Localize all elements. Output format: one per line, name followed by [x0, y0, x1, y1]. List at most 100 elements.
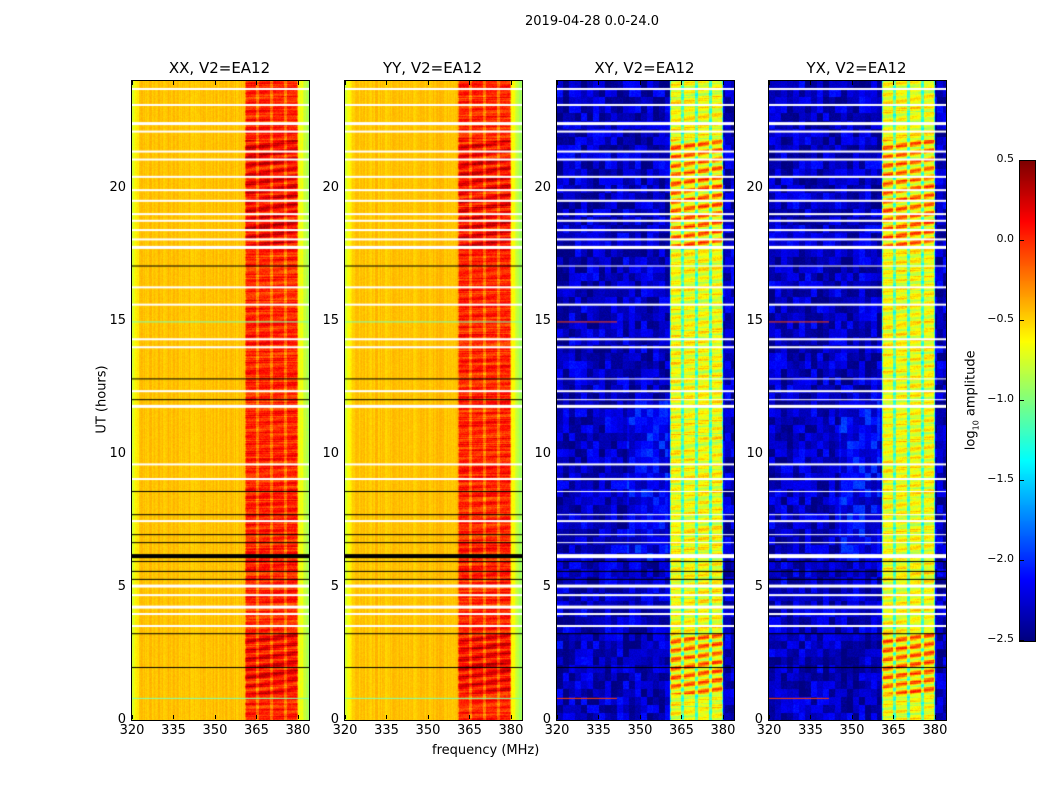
colorbar-tick-mark [1020, 320, 1024, 321]
y-tick-label: 0 [542, 712, 551, 727]
x-tick-mark [851, 715, 853, 719]
y-tick-label: 0 [754, 712, 763, 727]
x-tick-mark [934, 715, 936, 719]
x-tick-mark [934, 81, 936, 85]
x-tick-mark [386, 81, 388, 85]
x-tick-mark [851, 81, 853, 85]
x-tick-mark [214, 715, 216, 719]
y-tick-label: 20 [322, 179, 339, 195]
x-tick-mark [132, 715, 133, 719]
y-tick-label: 15 [322, 312, 339, 328]
y-tick-label: 0 [330, 712, 339, 727]
x-tick-label: 335 [374, 723, 399, 738]
x-tick-label: 350 [415, 723, 441, 738]
heatmap-1 [345, 81, 522, 720]
x-tick-mark [510, 715, 512, 719]
panel-title: YY, V2=EA12 [382, 59, 483, 77]
x-tick-mark [427, 81, 429, 85]
x-tick-label: 320 [119, 723, 145, 738]
colorbar-label-base: log [963, 430, 979, 451]
colorbar-tick-label: 0.5 [996, 152, 1015, 165]
x-tick-label: 380 [710, 723, 736, 738]
y-tick-label: 15 [746, 312, 763, 328]
x-tick-mark [173, 81, 175, 85]
y-tick-label: 10 [746, 445, 763, 461]
panel-title: YX, V2=EA12 [806, 59, 907, 77]
heatmap-0 [132, 81, 309, 720]
x-tick-mark [256, 81, 258, 85]
colorbar-tick-label: −1.5 [987, 472, 1014, 485]
y-tick-label: 15 [534, 312, 551, 328]
x-tick-mark [469, 81, 471, 85]
y-tick-label: 10 [322, 445, 339, 461]
colorbar-tick-mark [1020, 400, 1024, 401]
x-tick-mark [297, 715, 299, 719]
panel-title: XX, V2=EA12 [168, 59, 271, 77]
x-tick-mark [132, 81, 133, 85]
x-tick-mark [557, 81, 558, 85]
x-tick-label: 365 [244, 723, 269, 738]
x-tick-label: 335 [586, 723, 611, 738]
x-tick-mark [557, 715, 558, 719]
colorbar-label-rest: amplitude [963, 350, 979, 421]
x-tick-mark [469, 715, 471, 719]
x-tick-mark [345, 715, 346, 719]
panel-1 [344, 80, 523, 721]
panel-title: XY, V2=EA12 [594, 59, 695, 77]
x-tick-mark [893, 81, 895, 85]
heatmap-3 [769, 81, 946, 720]
y-axis-label: UT (hours) [94, 365, 110, 434]
x-tick-label: 350 [839, 723, 865, 738]
colorbar-tick-mark [1020, 480, 1024, 481]
colorbar-tick-label: −2.5 [987, 632, 1014, 645]
x-tick-mark [345, 81, 346, 85]
x-tick-mark [173, 715, 175, 719]
x-tick-label: 380 [922, 723, 948, 738]
x-axis-label: frequency (MHz) [432, 743, 540, 758]
x-tick-label: 365 [669, 723, 694, 738]
x-tick-mark [214, 81, 216, 85]
colorbar-tick-mark [1020, 560, 1024, 561]
x-tick-mark [510, 81, 512, 85]
x-tick-label: 320 [756, 723, 782, 738]
y-tick-label: 10 [109, 445, 126, 461]
x-tick-mark [639, 81, 641, 85]
colorbar-tick-mark [1020, 240, 1024, 241]
x-tick-mark [639, 715, 641, 719]
x-tick-label: 380 [498, 723, 524, 738]
colorbar-tick-label: −0.5 [987, 312, 1014, 325]
y-tick-label: 20 [109, 179, 126, 195]
x-tick-label: 335 [798, 723, 823, 738]
x-tick-label: 365 [457, 723, 482, 738]
x-tick-mark [598, 715, 600, 719]
colorbar-label-sub: 10 [971, 420, 981, 431]
y-tick-label: 0 [117, 712, 126, 727]
x-tick-mark [256, 715, 258, 719]
y-tick-label: 5 [117, 578, 126, 594]
colorbar-tick-label: −1.0 [987, 392, 1014, 405]
y-tick-label: 5 [754, 578, 763, 594]
x-tick-label: 350 [627, 723, 653, 738]
x-tick-mark [681, 81, 683, 85]
panel-2 [556, 80, 735, 721]
x-tick-mark [810, 715, 812, 719]
x-tick-mark [386, 715, 388, 719]
y-tick-label: 5 [542, 578, 551, 594]
x-tick-label: 320 [544, 723, 570, 738]
colorbar-tick-label: 0.0 [996, 232, 1015, 245]
x-tick-mark [297, 81, 299, 85]
x-tick-mark [681, 715, 683, 719]
x-tick-mark [598, 81, 600, 85]
y-tick-label: 5 [330, 578, 339, 594]
x-tick-mark [722, 715, 724, 719]
colorbar-tick-label: −2.0 [987, 552, 1014, 565]
x-tick-mark [769, 81, 770, 85]
x-tick-label: 335 [161, 723, 186, 738]
colorbar [1019, 160, 1036, 642]
x-tick-mark [722, 81, 724, 85]
x-tick-mark [427, 715, 429, 719]
panel-3 [768, 80, 947, 721]
heatmap-2 [557, 81, 734, 720]
x-tick-mark [769, 715, 770, 719]
